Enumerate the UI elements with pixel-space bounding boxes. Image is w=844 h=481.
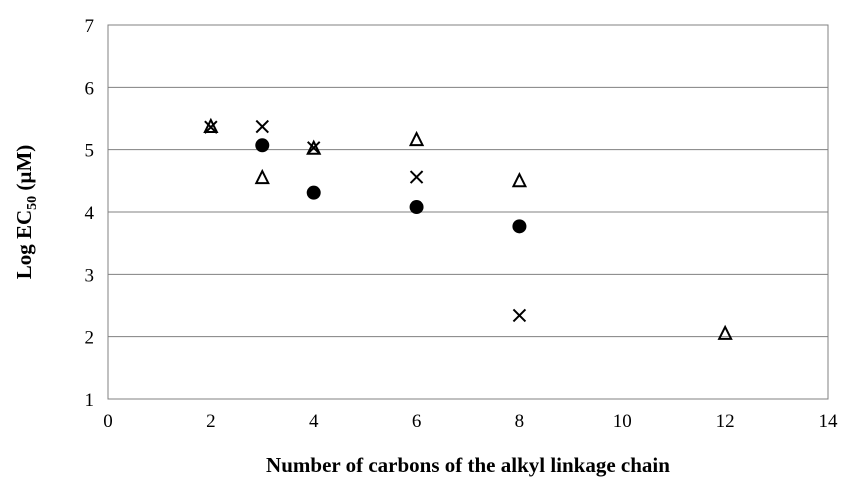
x-tick-label: 8	[515, 411, 525, 432]
data-point-triangle	[717, 324, 733, 340]
data-point-circle	[512, 219, 527, 234]
data-point-circle	[255, 138, 270, 153]
plot-frame	[107, 24, 829, 400]
data-point-triangle	[408, 130, 425, 147]
y-tick-label: 3	[85, 265, 95, 286]
data-point-cross	[255, 119, 269, 134]
y-tick-label: 5	[85, 141, 95, 162]
x-tick-label: 10	[613, 411, 632, 432]
data-point-triangle	[511, 171, 528, 188]
y-axis-ticks: 1 2 3 4 5 6 7	[85, 16, 95, 411]
data-point-cross	[409, 170, 424, 184]
data-point-cross	[512, 308, 527, 323]
x-tick-label: 2	[206, 411, 216, 432]
data-point-cross	[204, 120, 218, 134]
y-tick-label: 1	[85, 390, 95, 411]
data-point-triangle	[306, 139, 322, 155]
data-markers	[203, 117, 733, 340]
x-tick-label: 0	[103, 411, 113, 432]
data-point-circle	[306, 185, 321, 200]
x-tick-label: 12	[716, 411, 735, 432]
x-axis-title: Number of carbons of the alkyl linkage c…	[266, 453, 670, 477]
y-tick-label: 6	[85, 78, 95, 99]
y-tick-label: 2	[85, 328, 95, 349]
data-point-circle	[409, 200, 424, 215]
y-axis-title-prefix: Log EC	[12, 210, 36, 279]
y-axis-title: Log EC50 (µM)	[12, 145, 40, 280]
x-tick-label: 4	[309, 411, 319, 432]
y-axis-title-subscript: 50	[25, 196, 40, 210]
x-axis-ticks: 0 2 4 6 8 10 12 14	[103, 411, 838, 432]
y-tick-label: 7	[85, 16, 95, 37]
y-axis-title-suffix: (µM)	[12, 145, 36, 196]
x-tick-label: 6	[412, 411, 422, 432]
x-tick-label: 14	[819, 411, 839, 432]
data-point-triangle	[203, 117, 219, 133]
data-point-triangle	[254, 168, 270, 185]
gridlines	[108, 86, 828, 338]
data-point-cross	[307, 141, 321, 155]
y-tick-label: 4	[85, 203, 95, 224]
